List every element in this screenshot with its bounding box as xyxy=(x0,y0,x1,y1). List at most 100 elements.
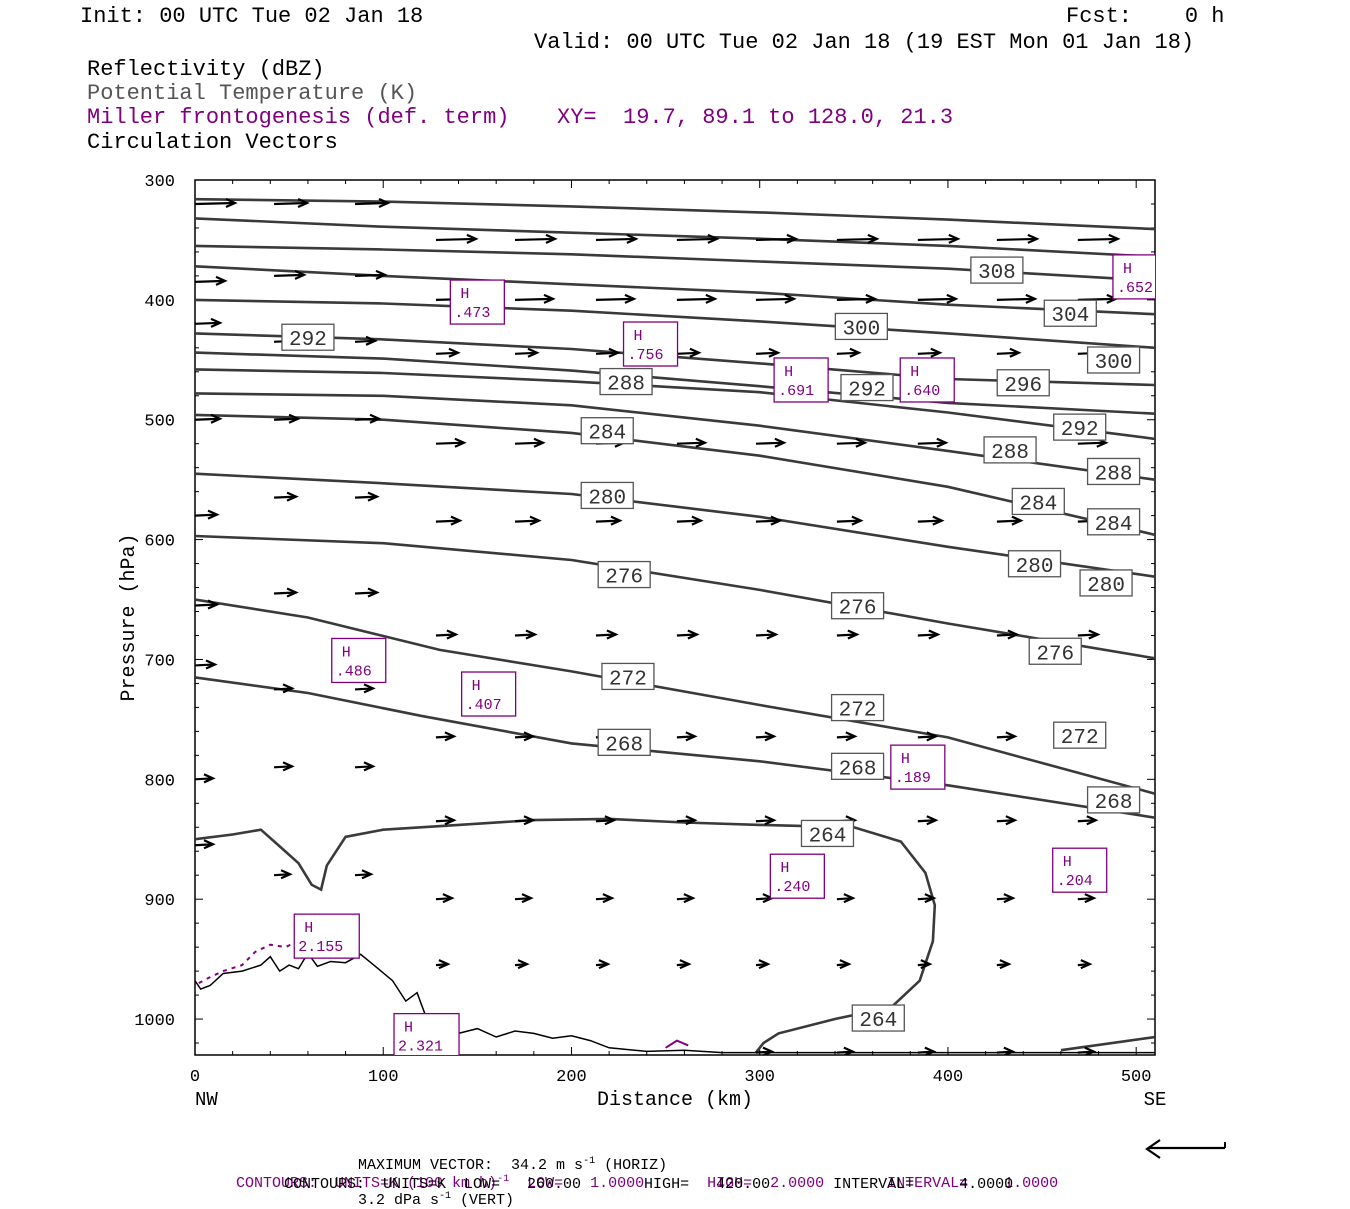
isentrope-label-288-box xyxy=(983,436,1037,464)
y-tick-label: 900 xyxy=(144,892,175,911)
vector-arrow xyxy=(755,519,780,523)
y-tick-label: 300 xyxy=(144,173,175,192)
isentrope-label-308: 308 xyxy=(978,262,1016,285)
vector-arrowhead xyxy=(764,815,777,826)
vector-arrow xyxy=(755,351,778,355)
isentrope-label-304-box xyxy=(1043,299,1097,327)
x-tick-label: 300 xyxy=(744,1068,775,1087)
isentrope-labels: 308 304 300 300 296 292 292 292 288 288 288 284 284 2… xyxy=(281,256,1141,1033)
isentrope-label-292-box xyxy=(1053,413,1107,441)
vector-arrowhead xyxy=(847,629,860,640)
vector-arrowhead xyxy=(207,599,220,610)
frontogenesis-max-box xyxy=(460,671,517,717)
isentrope-label-272: 272 xyxy=(839,700,877,723)
vector-arrowhead xyxy=(282,683,295,694)
vector-arrowhead xyxy=(936,437,949,448)
contours-frontogenesis-units: CONTOURS: UNITS=K (100 km h) xyxy=(236,1175,498,1192)
x-tick-label: 100 xyxy=(368,1068,399,1087)
vector-arrow xyxy=(595,297,634,301)
isentrope-label-280: 280 xyxy=(1087,575,1125,598)
x-tick-label: 500 xyxy=(1121,1068,1152,1087)
vector-arrowhead xyxy=(450,515,463,526)
frontogenesis-max-label: H xyxy=(780,860,789,877)
vector-arrow xyxy=(676,633,697,637)
vector-arrow xyxy=(917,237,958,242)
x-tick-label: 0 xyxy=(190,1068,200,1087)
isentrope-label-304: 304 xyxy=(1051,305,1089,328)
vector-arrowhead xyxy=(203,839,216,850)
vector-arrow xyxy=(1077,633,1098,637)
isentrope-label-288: 288 xyxy=(1095,463,1133,486)
vector-arrow xyxy=(917,351,940,355)
vector-arrowhead xyxy=(855,437,868,448)
vector-arrowhead xyxy=(598,959,611,970)
vector-arrowhead xyxy=(521,893,534,904)
vector-arrowhead xyxy=(210,413,223,424)
vector-arrow xyxy=(274,417,299,421)
vector-arrow xyxy=(836,351,859,355)
frontogenesis-max-box xyxy=(769,853,826,899)
vector-arrow xyxy=(354,417,380,421)
vector-arrowhead xyxy=(442,893,455,904)
isentrope-label-284: 284 xyxy=(1095,514,1133,537)
vector-arrowhead xyxy=(527,347,540,358)
vector-arrowhead xyxy=(849,347,862,358)
vector-arrow xyxy=(755,441,784,445)
frontogenesis-max-label: H xyxy=(910,364,919,381)
vector-arrow xyxy=(435,633,456,637)
vector-arrowhead xyxy=(1080,959,1093,970)
vector-arrow xyxy=(195,603,218,607)
frontogenesis-max-value: .652 xyxy=(1117,280,1153,297)
vector-arrowhead xyxy=(685,731,698,742)
frontogenesis-max-value: .240 xyxy=(774,879,810,896)
vector-arrow xyxy=(917,297,956,301)
vector-arrowhead xyxy=(454,437,467,448)
vector-arrowhead xyxy=(928,629,941,640)
vector-arrowhead xyxy=(210,317,223,328)
vector-arrow xyxy=(435,351,458,355)
vector-arrowhead xyxy=(626,233,639,244)
vector-arrowhead xyxy=(770,515,783,526)
vector-arrowhead xyxy=(282,761,295,772)
isentrope-label-300-box xyxy=(834,312,889,341)
vector-arrow xyxy=(514,633,536,637)
vector-arrowhead xyxy=(1086,815,1099,826)
isentrope-label-268: 268 xyxy=(605,734,643,757)
vector-arrowhead xyxy=(523,731,536,742)
vector-arrowhead xyxy=(932,515,945,526)
vector-arrow xyxy=(595,519,620,523)
isentrope-label-284: 284 xyxy=(1019,493,1057,516)
vector-arrowhead xyxy=(361,869,374,880)
frontogenesis-max-box xyxy=(331,637,387,684)
frontogenesis-max-box xyxy=(622,321,679,367)
vector-arrowhead xyxy=(446,629,459,640)
vector-arrow xyxy=(1077,441,1106,445)
frontogenesis-max-value: .691 xyxy=(778,383,814,400)
frontogenesis-max-value: .473 xyxy=(454,305,490,322)
forecast-hour: Fcst: 0 h xyxy=(1066,4,1225,29)
vector-arrow xyxy=(836,237,877,242)
vector-arrow xyxy=(836,297,875,301)
isentrope-268 xyxy=(195,676,1155,819)
init-time: Init: 00 UTC Tue 02 Jan 18 xyxy=(80,4,424,29)
legend-reflectivity: Reflectivity (dBZ) xyxy=(87,57,325,82)
isentrope-label-272-box xyxy=(1053,721,1107,749)
frontogenesis-max-value: .204 xyxy=(1057,873,1093,890)
vector-arrowhead xyxy=(784,293,797,304)
vector-arrowhead xyxy=(843,893,856,904)
isentrope-label-284: 284 xyxy=(588,423,626,446)
frontogenesis-max-box xyxy=(449,279,506,325)
y-tick-label: 800 xyxy=(144,772,175,791)
vector-arrowhead xyxy=(865,293,878,304)
y-tick-label: 700 xyxy=(144,652,175,671)
vector-arrow xyxy=(676,351,699,355)
frontogenesis-max-label: H xyxy=(901,751,910,768)
max-vector-vertical-unit: (VERT) xyxy=(451,1192,515,1209)
isentrope-316 xyxy=(195,217,1155,258)
x-axis-label: Distance (km) xyxy=(597,1089,753,1112)
vector-arrowhead xyxy=(695,437,708,448)
vector-arrow xyxy=(676,441,705,445)
frontogenesis-max-value: .189 xyxy=(895,770,931,787)
x-end-label-nw: NW xyxy=(195,1089,218,1111)
frontogenesis-max-box xyxy=(393,1012,460,1055)
